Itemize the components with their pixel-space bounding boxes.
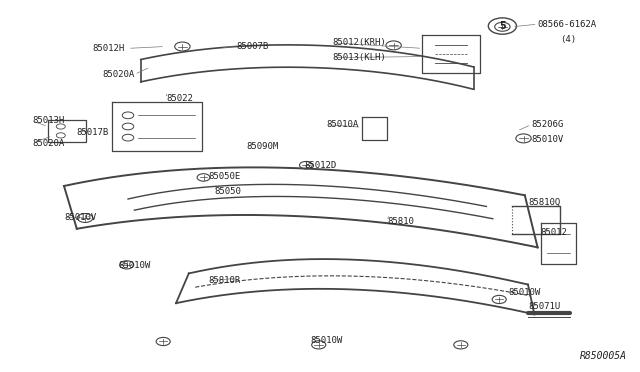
Text: 85810R: 85810R bbox=[208, 276, 240, 285]
Text: 85090M: 85090M bbox=[246, 142, 278, 151]
Text: 85012D: 85012D bbox=[304, 161, 336, 170]
Text: 85017B: 85017B bbox=[77, 128, 109, 137]
Text: 85071U: 85071U bbox=[528, 302, 560, 311]
Text: 85050: 85050 bbox=[214, 187, 241, 196]
Text: 85013(KLH): 85013(KLH) bbox=[333, 53, 387, 62]
Text: 85010W: 85010W bbox=[118, 262, 150, 270]
Text: 85010V: 85010V bbox=[64, 213, 96, 222]
Text: 85012H: 85012H bbox=[93, 44, 125, 53]
Text: 85020A: 85020A bbox=[32, 139, 64, 148]
Text: (4): (4) bbox=[560, 35, 576, 44]
Text: 85010W: 85010W bbox=[509, 288, 541, 296]
Text: 85007B: 85007B bbox=[237, 42, 269, 51]
Text: 08566-6162A: 08566-6162A bbox=[538, 20, 596, 29]
Text: 85810: 85810 bbox=[387, 217, 414, 226]
Text: 85206G: 85206G bbox=[531, 120, 563, 129]
Text: 85010V: 85010V bbox=[531, 135, 563, 144]
Text: R850005A: R850005A bbox=[580, 351, 627, 361]
Text: 85012(KRH): 85012(KRH) bbox=[333, 38, 387, 47]
Text: 85012: 85012 bbox=[541, 228, 568, 237]
Text: 85810Q: 85810Q bbox=[528, 198, 560, 207]
Text: 85010W: 85010W bbox=[310, 336, 342, 345]
Text: 85022: 85022 bbox=[166, 94, 193, 103]
Text: 85013H: 85013H bbox=[32, 116, 64, 125]
Text: 5: 5 bbox=[499, 21, 506, 31]
Text: 85020A: 85020A bbox=[102, 70, 134, 79]
Text: 85050E: 85050E bbox=[208, 172, 240, 181]
Text: 85010A: 85010A bbox=[326, 120, 358, 129]
